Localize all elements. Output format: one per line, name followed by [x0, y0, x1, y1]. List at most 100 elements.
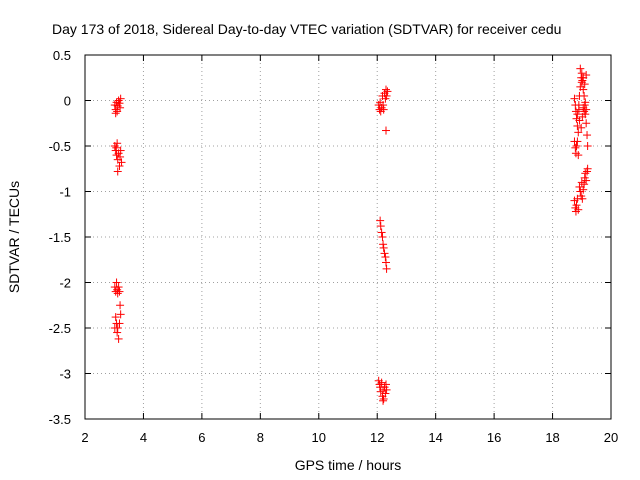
data-point — [112, 278, 121, 287]
data-point — [578, 194, 587, 203]
data-point — [579, 185, 588, 194]
data-point — [114, 334, 123, 343]
data-point — [379, 394, 388, 403]
data-point — [112, 151, 121, 160]
data-point — [379, 105, 388, 114]
data-point — [117, 158, 126, 167]
data-point — [381, 389, 390, 398]
x-tick-label: 4 — [140, 430, 147, 445]
data-point — [583, 131, 592, 140]
data-point — [577, 69, 586, 78]
data-point — [112, 143, 121, 152]
data-point — [581, 98, 590, 107]
x-tick-label: 12 — [370, 430, 384, 445]
x-axis-title: GPS time / hours — [295, 457, 402, 473]
data-point — [379, 240, 388, 249]
data-point — [111, 313, 120, 322]
data-point — [383, 87, 392, 96]
data-point — [381, 258, 390, 267]
data-point — [379, 101, 388, 110]
data-point — [570, 94, 579, 103]
x-tick-label: 16 — [487, 430, 501, 445]
data-point — [113, 167, 122, 176]
data-point — [574, 128, 583, 137]
y-tick-label: -3.5 — [49, 412, 71, 427]
data-point — [583, 142, 592, 150]
data-point — [574, 205, 583, 214]
data-point — [381, 253, 390, 262]
axis-ticks — [84, 54, 612, 420]
x-tick-label: 6 — [198, 430, 205, 445]
data-point — [113, 139, 122, 148]
y-tick-label: 0 — [64, 94, 71, 109]
data-point — [571, 143, 580, 152]
data-point — [115, 319, 124, 328]
data-point — [580, 80, 589, 89]
data-point — [572, 201, 581, 210]
data-point — [572, 142, 581, 150]
chart-title: Day 173 of 2018, Sidereal Day-to-day VTE… — [52, 21, 561, 37]
data-point — [382, 385, 391, 394]
y-tick-label: -1.5 — [49, 230, 71, 245]
x-tick-label: 14 — [428, 430, 442, 445]
y-tick-label: -1 — [59, 185, 71, 200]
data-point — [382, 91, 391, 100]
data-point — [582, 119, 591, 128]
data-point — [114, 283, 123, 292]
data-point — [578, 112, 587, 121]
x-tick-label: 2 — [81, 430, 88, 445]
grid — [85, 55, 611, 419]
data-point — [573, 137, 582, 146]
data-point — [574, 151, 583, 160]
data-point — [573, 121, 582, 130]
data-point — [116, 152, 125, 161]
data-points — [110, 64, 592, 405]
data-point — [579, 85, 588, 94]
y-tick-label: -0.5 — [49, 139, 71, 154]
data-point — [116, 103, 125, 112]
data-point — [115, 99, 124, 108]
data-point — [582, 71, 591, 80]
data-point — [380, 249, 389, 258]
plot-frame — [84, 54, 612, 420]
y-tick-labels: 0.5 0 -0.5 -1 -1.5 -2 -2.5 -3 -3.5 — [49, 48, 71, 427]
data-point — [382, 264, 391, 273]
data-point — [581, 169, 590, 178]
x-tick-labels: 2 4 6 8 10 12 14 16 18 20 — [81, 430, 618, 445]
data-point — [116, 310, 125, 319]
x-tick-label: 18 — [545, 430, 559, 445]
data-point — [376, 216, 385, 225]
data-point — [113, 324, 122, 332]
data-point — [378, 233, 387, 241]
x-tick-label: 8 — [257, 430, 264, 445]
data-point — [381, 85, 390, 94]
y-tick-label: -2 — [59, 276, 71, 291]
y-tick-label: -2.5 — [49, 321, 71, 336]
data-point — [381, 126, 390, 135]
data-point — [582, 176, 591, 185]
data-point — [377, 228, 386, 237]
data-point — [376, 222, 385, 231]
data-point — [381, 380, 390, 389]
data-point — [574, 101, 583, 110]
data-point — [116, 146, 125, 155]
data-point — [576, 64, 585, 73]
data-point — [580, 91, 589, 100]
y-tick-label: -3 — [59, 367, 71, 382]
x-tick-label: 20 — [604, 430, 618, 445]
data-point — [577, 123, 586, 132]
data-point — [580, 107, 589, 116]
data-point — [582, 105, 591, 114]
data-point — [583, 164, 592, 173]
x-tick-label: 10 — [312, 430, 326, 445]
data-point — [111, 109, 120, 118]
data-point — [573, 110, 582, 119]
data-point — [116, 301, 125, 310]
data-point — [115, 162, 124, 171]
data-point — [580, 180, 589, 189]
data-point — [379, 396, 388, 405]
data-point — [115, 287, 124, 296]
y-tick-label: 0.5 — [53, 48, 71, 63]
data-point — [379, 243, 388, 252]
